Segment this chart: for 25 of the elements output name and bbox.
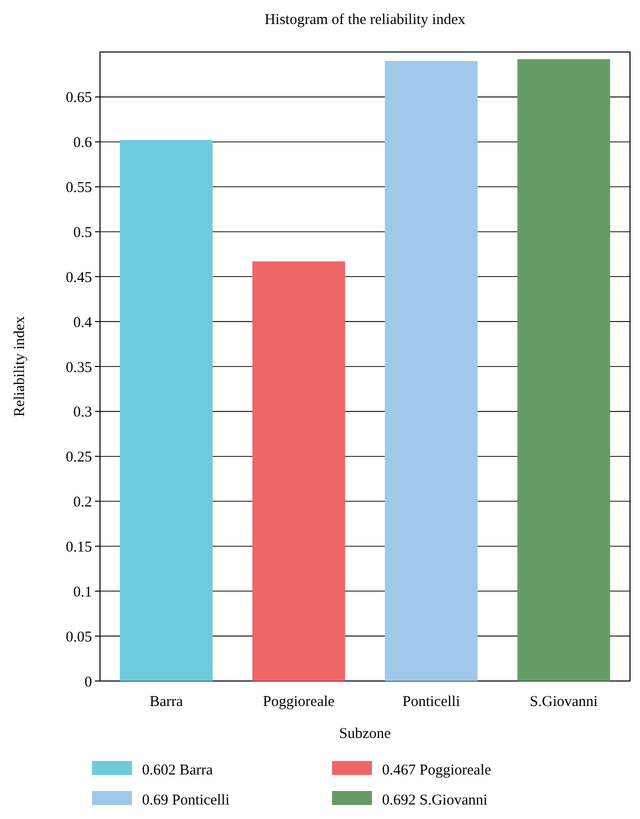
y-tick-label: 0 (84, 674, 92, 690)
y-tick-label: 0.55 (66, 180, 92, 196)
x-tick-label: Ponticelli (402, 694, 460, 710)
y-tick-label: 0.35 (66, 360, 92, 376)
y-tick-label: 0.65 (66, 90, 92, 106)
y-axis-title: Reliability index (12, 316, 28, 417)
y-tick-label: 0.6 (73, 135, 92, 152)
x-tick-label: Barra (150, 694, 184, 710)
y-tick-label: 0.45 (66, 270, 92, 286)
y-tick-label: 0.15 (66, 539, 92, 556)
y-tick-label: 0.3 (73, 404, 92, 421)
y-tick-label: 0.05 (66, 629, 92, 646)
y-tick-label: 0.5 (73, 224, 92, 241)
y-tick-label: 0.4 (73, 314, 92, 331)
legend-label: 0.467 Poggioreale (382, 762, 492, 778)
chart-title: Histogram of the reliability index (264, 12, 466, 28)
y-tick-label: 0.2 (73, 494, 92, 511)
x-axis-title: Subzone (339, 726, 392, 742)
y-tick-label: 0.25 (66, 450, 92, 466)
legend-label: 0.602 Barra (142, 762, 214, 778)
x-tick-label: Poggioreale (262, 694, 335, 710)
y-tick-label: 0.1 (73, 584, 92, 600)
x-tick-label: S.Giovanni (530, 694, 598, 710)
legend-label: 0.692 S.Giovanni (382, 792, 488, 808)
legend-label: 0.69 Ponticelli (142, 792, 230, 808)
